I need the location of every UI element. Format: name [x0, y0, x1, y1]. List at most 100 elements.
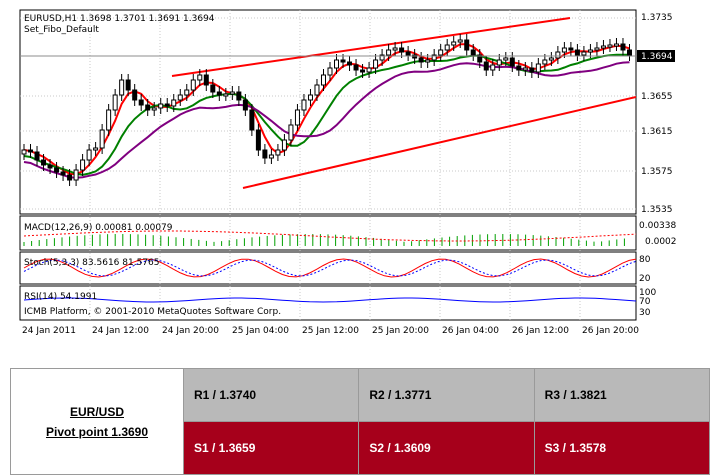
candle-body — [542, 59, 548, 65]
macd-tick: 0.0002 — [645, 237, 677, 247]
candle-body — [216, 91, 222, 96]
stoch-label: Stoch(5,3,3) 83.5616 81.5765 — [24, 258, 159, 268]
time-axis: 24 Jan 2011 24 Jan 12:00 24 Jan 20:00 25… — [22, 326, 639, 336]
candle-body — [86, 149, 92, 161]
candle-body — [242, 99, 248, 111]
candle-body — [516, 65, 522, 71]
ma-slow-line — [23, 61, 630, 179]
candle-body — [561, 47, 567, 53]
candle-body — [451, 41, 457, 46]
rsi-pane — [19, 285, 637, 321]
chart-title: EURUSD,H1 1.3698 1.3701 1.3691 1.3694 — [24, 14, 215, 24]
candle-body — [275, 149, 281, 156]
candle-body — [386, 49, 392, 56]
candlesticks — [21, 34, 632, 186]
candle-body — [314, 84, 320, 96]
candle-body — [288, 124, 294, 141]
candle-body — [379, 54, 385, 61]
pair-name[interactable]: EUR/USD — [69, 404, 124, 419]
candle-body — [177, 94, 183, 101]
time-label: 25 Jan 04:00 — [232, 326, 289, 336]
r2-cell: R2 / 1.3771 — [358, 368, 535, 422]
candle-body — [529, 67, 535, 73]
candle-body — [581, 51, 587, 56]
price-tick: 1.3735 — [641, 13, 673, 23]
candle-body — [229, 91, 235, 95]
candle-body — [54, 167, 60, 173]
price-tick: 1.3535 — [641, 205, 673, 215]
time-label: 25 Jan 20:00 — [372, 326, 429, 336]
candle-body — [555, 51, 561, 59]
candle-body — [34, 151, 40, 161]
price-tick: 1.3575 — [641, 167, 673, 177]
time-label: 26 Jan 12:00 — [512, 326, 569, 336]
stoch-main-line — [23, 258, 637, 278]
chart-canvas[interactable]: 1.3694 EURUSD,H1 1.3698 1.3701 1.3691 1.… — [0, 0, 680, 342]
candle-body — [600, 45, 606, 49]
candle-body — [145, 104, 151, 111]
candle-body — [444, 44, 450, 51]
candle-body — [366, 67, 372, 73]
candle-body — [93, 147, 99, 151]
s1-cell: S1 / 1.3659 — [182, 421, 360, 475]
candle-body — [132, 89, 138, 101]
candle-body — [509, 57, 515, 67]
candle-body — [171, 99, 177, 107]
candle-body — [125, 79, 131, 91]
candle-body — [418, 57, 424, 63]
candle-body — [99, 129, 105, 149]
price-tick: 1.3655 — [641, 92, 673, 102]
candle-body — [626, 49, 632, 56]
candle-body — [464, 39, 470, 51]
candle-body — [281, 139, 287, 151]
trend-channel — [171, 17, 637, 189]
candle-body — [67, 174, 73, 181]
candle-body — [255, 129, 261, 151]
candle-body — [80, 159, 86, 171]
candle-body — [294, 109, 300, 126]
chart-subtitle: Set_Fibo_Default — [24, 25, 99, 35]
candle-body — [164, 103, 170, 107]
s3-cell: S3 / 1.3578 — [533, 421, 711, 475]
moving-averages — [23, 43, 630, 179]
macd-label: MACD(12,26,9) 0.00081 0.00079 — [24, 223, 173, 233]
r1-cell: R1 / 1.3740 — [182, 368, 360, 422]
candle-body — [327, 67, 333, 76]
time-label: 25 Jan 12:00 — [302, 326, 359, 336]
candle-body — [138, 99, 144, 106]
candle-body — [112, 94, 118, 111]
candle-body — [301, 99, 307, 111]
candle-body — [197, 74, 203, 81]
r3-cell: R3 / 1.3821 — [533, 368, 711, 422]
candle-body — [548, 57, 554, 61]
current-price-label: 1.3694 — [641, 52, 673, 62]
time-label: 26 Jan 04:00 — [442, 326, 499, 336]
rsi-tick: 100 — [639, 288, 656, 298]
candle-body — [334, 59, 340, 69]
rsi-tick: 70 — [639, 297, 651, 307]
rsi-label: RSI(14) 54.1991 — [24, 292, 97, 302]
candle-body — [307, 94, 313, 101]
candle-body — [503, 57, 509, 61]
candle-body — [119, 79, 125, 96]
pivot-point[interactable]: Pivot point 1.3690 — [45, 424, 149, 439]
candle-body — [620, 43, 626, 51]
s2-cell: S2 / 1.3609 — [358, 421, 535, 475]
candle-body — [496, 59, 502, 66]
time-label: 24 Jan 20:00 — [162, 326, 219, 336]
pair-cell: EUR/USD Pivot point 1.3690 — [10, 368, 184, 475]
stoch-signal-line — [23, 259, 637, 277]
channel-upper-line — [171, 17, 571, 77]
time-label: 26 Jan 20:00 — [582, 326, 639, 336]
candle-body — [262, 149, 268, 159]
macd-tick: 0.00338 — [639, 221, 676, 231]
candle-body — [483, 61, 489, 71]
price-chart[interactable]: 1.3694 EURUSD,H1 1.3698 1.3701 1.3691 1.… — [0, 0, 680, 342]
candle-body — [568, 47, 574, 51]
candle-body — [522, 67, 528, 71]
pivot-table: EUR/USD Pivot point 1.3690 R1 / 1.3740 R… — [10, 368, 711, 475]
candle-body — [249, 109, 255, 131]
candle-body — [203, 74, 209, 86]
candle-body — [438, 49, 444, 56]
price-tick: 1.3615 — [641, 127, 673, 137]
